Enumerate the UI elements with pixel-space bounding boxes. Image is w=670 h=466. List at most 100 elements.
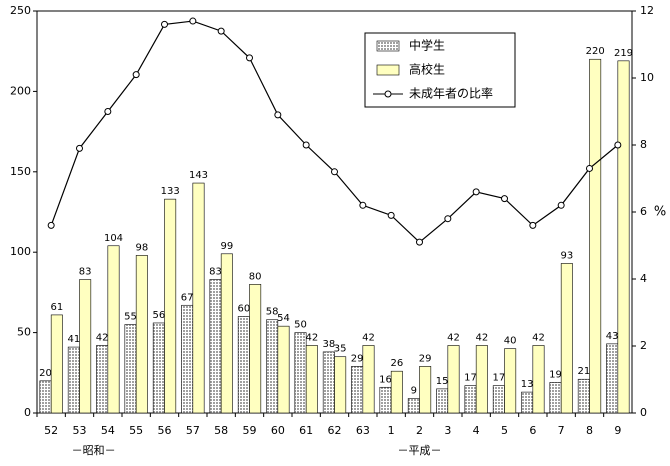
value-label: 60 bbox=[237, 304, 250, 315]
y2-axis-label: % bbox=[654, 205, 666, 220]
value-label: 42 bbox=[475, 332, 488, 343]
line-marker bbox=[444, 215, 452, 223]
value-label: 220 bbox=[586, 46, 605, 57]
line-marker bbox=[586, 164, 593, 172]
x-tick-label: 58 bbox=[214, 424, 228, 437]
bar bbox=[79, 279, 92, 414]
bar bbox=[606, 343, 619, 414]
y2-tick-label: 10 bbox=[640, 71, 654, 84]
value-label: 42 bbox=[305, 332, 318, 343]
bar bbox=[67, 346, 80, 414]
y-tick-label: 250 bbox=[10, 4, 31, 17]
line-marker bbox=[47, 221, 55, 229]
value-label: 29 bbox=[351, 353, 364, 364]
value-label: 17 bbox=[464, 373, 477, 384]
legend-label: 高校生 bbox=[409, 62, 445, 77]
value-label: 58 bbox=[266, 307, 279, 318]
x-tick-label: 62 bbox=[328, 424, 342, 437]
x-tick-label: 60 bbox=[271, 424, 285, 437]
bar bbox=[351, 366, 364, 414]
bar bbox=[305, 345, 318, 414]
x-tick-label: 4 bbox=[473, 424, 480, 437]
value-label: 16 bbox=[379, 374, 392, 385]
bar bbox=[504, 348, 517, 414]
value-label: 43 bbox=[606, 331, 619, 342]
value-label: 9 bbox=[411, 386, 417, 397]
bar bbox=[152, 322, 165, 414]
line-marker bbox=[189, 17, 197, 25]
bar bbox=[492, 385, 505, 414]
value-label: 219 bbox=[614, 48, 633, 59]
line-marker bbox=[557, 201, 565, 209]
value-label: 35 bbox=[334, 344, 347, 355]
line-marker bbox=[359, 201, 367, 209]
value-label: 17 bbox=[492, 373, 505, 384]
value-label: 54 bbox=[277, 313, 290, 324]
line-marker bbox=[76, 144, 83, 152]
x-tick-label: 7 bbox=[558, 424, 565, 437]
value-label: 15 bbox=[436, 376, 449, 387]
value-label: 42 bbox=[96, 332, 109, 343]
value-label: 80 bbox=[249, 271, 262, 282]
line-marker bbox=[274, 111, 282, 119]
x-tick-label: 61 bbox=[299, 424, 313, 437]
x-tick-label: 56 bbox=[158, 424, 172, 437]
x-tick-label: 53 bbox=[73, 424, 87, 437]
line-marker bbox=[331, 168, 338, 176]
bar bbox=[96, 345, 109, 414]
value-label: 26 bbox=[390, 358, 403, 369]
legend-label: 未成年者の比率 bbox=[409, 86, 493, 101]
value-label: 67 bbox=[181, 292, 194, 303]
legend-label: 中学生 bbox=[409, 38, 445, 53]
line-marker bbox=[217, 27, 225, 35]
bar bbox=[464, 385, 477, 414]
bar bbox=[362, 345, 375, 414]
y-tick-label: 150 bbox=[10, 165, 31, 178]
bar bbox=[266, 319, 279, 414]
x-tick-label: 6 bbox=[529, 424, 536, 437]
value-label: 56 bbox=[152, 310, 165, 321]
y-tick-label: 100 bbox=[10, 245, 31, 258]
y2-tick-label: 8 bbox=[640, 138, 647, 151]
bar bbox=[560, 263, 573, 414]
line-marker bbox=[416, 238, 423, 246]
line-marker bbox=[472, 188, 480, 196]
bar bbox=[209, 279, 222, 414]
value-label: 93 bbox=[560, 250, 573, 261]
bar bbox=[532, 345, 545, 414]
x-tick-label: 63 bbox=[356, 424, 370, 437]
value-label: 41 bbox=[67, 334, 80, 345]
value-label: 29 bbox=[419, 353, 432, 364]
bar bbox=[589, 58, 602, 414]
value-label: 20 bbox=[39, 368, 52, 379]
bar bbox=[334, 356, 347, 414]
y-tick-label: 0 bbox=[24, 406, 31, 419]
y2-tick-label: 0 bbox=[640, 406, 647, 419]
bar bbox=[419, 366, 432, 414]
x-tick-label: 55 bbox=[129, 424, 143, 437]
bar bbox=[521, 391, 534, 414]
line-marker bbox=[104, 108, 112, 115]
line-marker bbox=[614, 141, 622, 149]
bar bbox=[294, 332, 307, 414]
bar bbox=[549, 382, 562, 414]
value-label: 42 bbox=[532, 332, 545, 343]
bar bbox=[107, 245, 120, 414]
value-label: 38 bbox=[322, 339, 335, 350]
value-label: 40 bbox=[504, 336, 517, 347]
line-marker bbox=[132, 71, 140, 79]
value-label: 55 bbox=[124, 312, 137, 323]
value-label: 98 bbox=[135, 242, 148, 253]
legend-swatch bbox=[376, 64, 400, 76]
value-label: 13 bbox=[521, 379, 534, 390]
value-label: 83 bbox=[209, 267, 222, 278]
x-tick-label: 3 bbox=[444, 424, 451, 437]
x-tick-label: 59 bbox=[243, 424, 257, 437]
x-tick-label: 2 bbox=[416, 424, 423, 437]
line-marker bbox=[246, 54, 253, 62]
y2-tick-label: 6 bbox=[640, 205, 647, 218]
legend-swatch bbox=[376, 40, 400, 52]
x-tick-label: 1 bbox=[388, 424, 395, 437]
line-marker bbox=[161, 20, 168, 28]
